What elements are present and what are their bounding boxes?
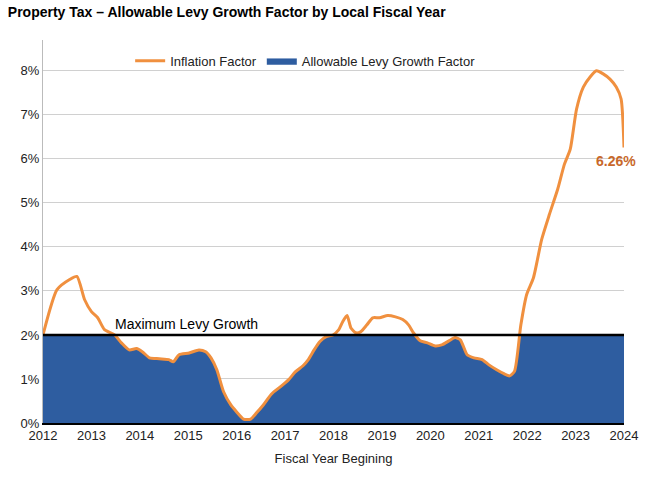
svg-text:2019: 2019 (367, 428, 396, 443)
svg-text:5%: 5% (21, 195, 40, 210)
svg-text:7%: 7% (21, 107, 40, 122)
svg-text:2022: 2022 (513, 428, 542, 443)
svg-text:Allowable Levy Growth Factor: Allowable Levy Growth Factor (302, 54, 475, 69)
svg-text:6.26%: 6.26% (596, 153, 636, 169)
svg-text:3%: 3% (21, 283, 40, 298)
svg-text:6%: 6% (21, 151, 40, 166)
svg-text:2020: 2020 (416, 428, 445, 443)
svg-text:2017: 2017 (271, 428, 300, 443)
svg-text:Fiscal Year Begining: Fiscal Year Begining (275, 451, 393, 466)
svg-text:2021: 2021 (464, 428, 493, 443)
svg-text:4%: 4% (21, 239, 40, 254)
svg-text:2023: 2023 (561, 428, 590, 443)
svg-text:2013: 2013 (77, 428, 106, 443)
svg-text:2016: 2016 (222, 428, 251, 443)
svg-text:2014: 2014 (125, 428, 154, 443)
svg-text:2018: 2018 (319, 428, 348, 443)
svg-text:0%: 0% (21, 416, 40, 431)
svg-text:1%: 1% (21, 372, 40, 387)
svg-text:Property Tax – Allowable Levy: Property Tax – Allowable Levy Growth Fac… (8, 4, 446, 20)
svg-text:Maximum Levy Growth: Maximum Levy Growth (115, 316, 258, 332)
svg-text:Inflation Factor: Inflation Factor (170, 54, 257, 69)
svg-text:2024: 2024 (610, 428, 639, 443)
svg-text:2012: 2012 (29, 428, 58, 443)
svg-text:2%: 2% (21, 328, 40, 343)
svg-text:8%: 8% (21, 63, 40, 78)
svg-text:2015: 2015 (174, 428, 203, 443)
